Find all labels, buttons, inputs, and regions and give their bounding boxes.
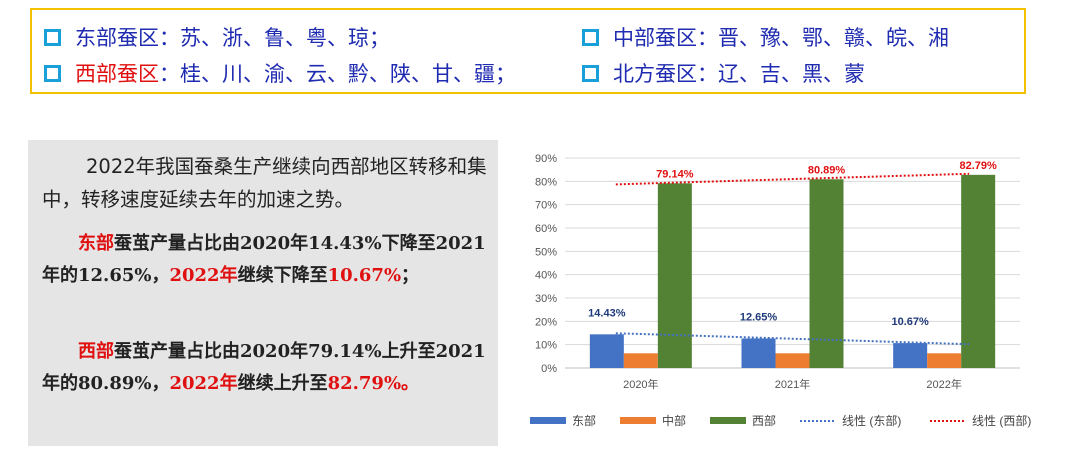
legend-swatch [620,417,656,424]
summary-text: 2022年我国蚕桑生产继续向西部地区转移和集中，转移速度延续去年的加速之势。 [42,155,487,211]
y-tick-label: 60% [535,223,557,235]
y-tick-label: 80% [535,176,557,188]
bar-东部 [741,338,776,368]
y-tick-label: 20% [535,316,557,328]
region-east-name: 东部蚕区 [75,26,159,50]
region-west: 西部蚕区 ：桂、川、渝、云、黔、陕、甘、疆； [44,58,516,88]
west-text-2: 继续上升至 [237,373,328,394]
bar-西部 [657,183,692,368]
west-year-keyword: 2022年 [169,373,238,394]
bar-中部 [775,353,810,368]
west-keyword: 西部 [78,341,114,362]
bar-西部 [961,174,996,368]
legend-swatch [710,417,746,424]
legend-label: 中部 [662,413,686,428]
east-keyword: 东部 [78,233,114,254]
bar-西部 [809,179,844,368]
share-chart: 0% 10% 20% 30% 40% 50% 60% 70% 80% 90% 14.43% 79.14… [510,140,1050,440]
region-box: 东部蚕区 ：苏、浙、鲁、粤、琼； 中部蚕区 ：晋、豫、鄂、赣、皖、湘 西部蚕区 … [30,8,1026,94]
data-label: 12.65% [740,311,778,323]
y-tick-label: 40% [535,270,557,282]
y-tick-label: 90% [535,153,557,165]
trendline [615,172,970,186]
data-label: 79.14% [656,168,694,180]
east-value: 10.67% [327,265,402,286]
trendline [615,332,970,346]
square-bullet-icon [582,64,599,82]
bar-中部 [623,353,658,368]
legend-label: 东部 [572,413,596,428]
data-label: 82.79% [960,160,998,172]
region-central-name: 中部蚕区 [613,26,697,50]
summary-panel: 2022年我国蚕桑生产继续向西部地区转移和集中，转移速度延续去年的加速之势。 东… [28,140,498,446]
chart-svg: 0% 10% 20% 30% 40% 50% 60% 70% 80% 90% 14.43% 79.14… [530,153,1031,428]
east-paragraph: 东部蚕茧产量占比由2020年14.43%下降至2021年的12.65%，2022… [42,228,494,292]
y-tick-label: 10% [535,340,557,352]
bar-东部 [589,334,624,368]
east-text: 蚕茧产量占比由2020年14.43%下降至2021年的12.65%， [42,233,486,286]
region-east: 东部蚕区 ：苏、浙、鲁、粤、琼； [44,22,390,52]
square-bullet-icon [582,28,599,46]
x-tick-label: 2020年 [623,377,658,391]
x-tick-label: 2021年 [775,377,810,391]
legend-label: 线性 (东部) [842,413,901,428]
bar-中部 [927,353,962,368]
region-west-provinces: ：桂、川、渝、云、黔、陕、甘、疆； [159,62,516,86]
y-tick-label: 70% [535,200,557,212]
data-label: 80.89% [808,164,846,176]
square-bullet-icon [44,28,61,46]
region-north: 北方蚕区 ：辽、吉、黑、蒙 [582,58,865,88]
east-year-keyword: 2022年 [169,265,238,286]
west-value: 82.79%。 [327,373,420,394]
east-punct: ； [401,265,420,286]
legend-label: 西部 [752,413,776,428]
legend-label: 线性 (西部) [972,413,1031,428]
legend-swatch [530,417,566,424]
x-tick-label: 2022年 [926,377,961,391]
y-tick-label: 50% [535,246,557,258]
data-label: 14.43% [588,307,626,319]
region-north-name: 北方蚕区 [613,62,697,86]
east-text-2: 继续下降至 [237,265,328,286]
west-text: 蚕茧产量占比由2020年79.14%上升至2021年的80.89%， [42,341,486,394]
summary-paragraph: 2022年我国蚕桑生产继续向西部地区转移和集中，转移速度延续去年的加速之势。 [42,150,490,216]
region-east-provinces: ：苏、浙、鲁、粤、琼； [159,26,390,50]
data-label: 10.67% [892,316,930,328]
y-tick-label: 0% [541,363,557,375]
region-central: 中部蚕区 ：晋、豫、鄂、赣、皖、湘 [582,22,949,52]
west-paragraph: 西部蚕茧产量占比由2020年79.14%上升至2021年的80.89%，2022… [42,336,494,400]
region-west-name: 西部蚕区 [75,62,159,86]
square-bullet-icon [44,64,61,82]
region-north-provinces: ：辽、吉、黑、蒙 [697,62,865,86]
region-central-provinces: ：晋、豫、鄂、赣、皖、湘 [697,26,949,50]
y-tick-label: 30% [535,293,557,305]
bar-东部 [893,343,928,368]
